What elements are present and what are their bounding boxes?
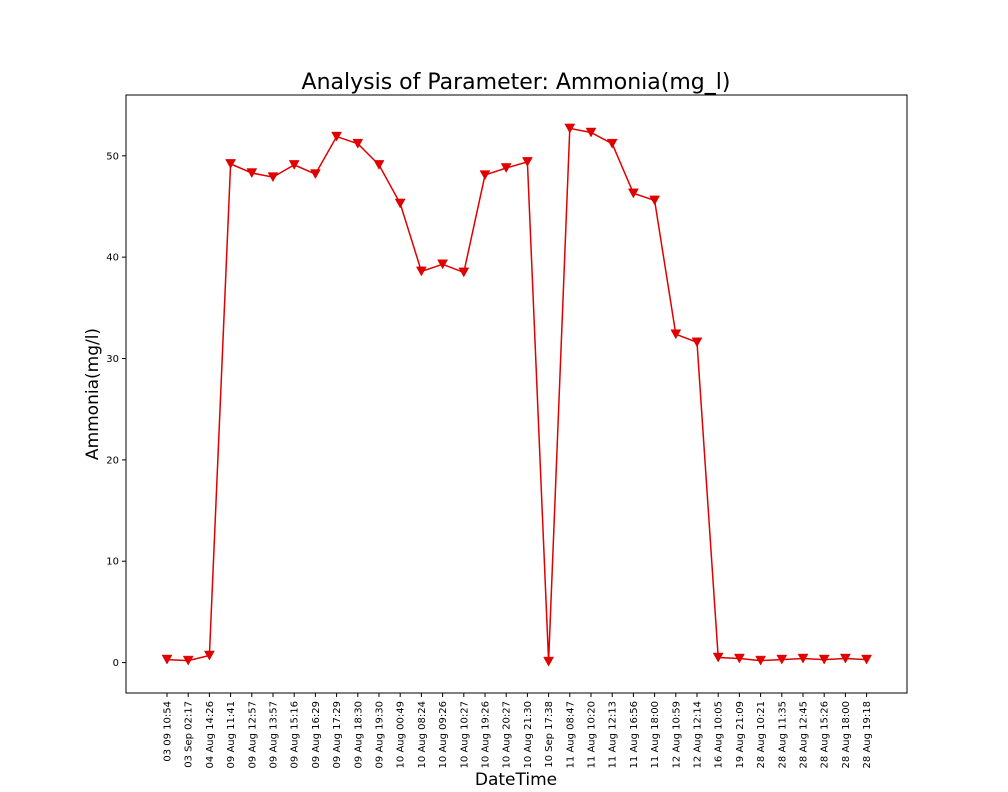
data-point-marker: [288, 160, 300, 170]
x-tick-label: 09 Aug 12:57: [247, 701, 258, 768]
data-point-marker: [182, 655, 194, 666]
data-point-marker: [521, 157, 533, 167]
x-tick-label: 09 Aug 18:30: [353, 701, 364, 768]
x-tick-label: 28 Aug 15:26: [820, 701, 831, 768]
data-point-marker: [861, 654, 873, 665]
x-tick-label: 03 09 10:54: [163, 701, 174, 762]
data-point-marker: [267, 172, 279, 183]
y-axis: 0 10 20 30 40 50: [106, 151, 126, 669]
data-point-marker: [543, 656, 555, 667]
data-point-marker: [458, 267, 470, 278]
x-tick-label: 10 Aug 19:26: [481, 701, 492, 768]
x-tick-label: 03 Sep 02:17: [184, 701, 195, 768]
data-point-marker: [797, 653, 809, 664]
data-point-marker: [415, 266, 427, 277]
data-point-marker: [203, 650, 215, 661]
data-point-marker: [733, 653, 745, 664]
data-point-marker: [500, 163, 512, 173]
data-point-marker: [225, 159, 237, 169]
data-point-marker: [818, 654, 830, 665]
y-tick-label: 30: [106, 354, 119, 365]
data-point-marker: [691, 337, 703, 348]
y-axis-label: Ammonia(mg/l): [83, 328, 103, 460]
x-tick-label: 11 Aug 12:13: [608, 701, 619, 768]
x-tick-label: 12 Aug 12:14: [693, 701, 704, 768]
data-point-marker: [839, 653, 851, 664]
x-tick-label: 11 Aug 08:47: [565, 701, 576, 768]
data-point-marker: [712, 652, 724, 663]
series-layer: [161, 123, 873, 667]
y-tick-label: 10: [106, 557, 119, 568]
x-tick-label: 11 Aug 18:00: [650, 701, 661, 768]
x-tick-label: 10 Aug 10:27: [459, 701, 470, 768]
series-line-0: [166, 127, 867, 662]
data-point-marker: [606, 138, 618, 149]
y-tick-label: 0: [113, 658, 119, 669]
x-axis: 03 09 10:54 03 Sep 02:17 04 Aug 14:26 09 Au…: [163, 693, 873, 768]
x-tick-label: 09 Aug 16:29: [311, 701, 322, 768]
x-tick-label: 10 Aug 09:26: [438, 701, 449, 768]
data-point-marker: [479, 170, 491, 181]
data-point-marker: [309, 169, 321, 180]
x-tick-label: 19 Aug 21:09: [735, 701, 746, 768]
x-tick-label: 28 Aug 10:21: [756, 701, 767, 768]
data-point-marker: [670, 329, 682, 340]
x-tick-label: 10 Aug 21:30: [523, 701, 534, 768]
x-tick-label: 12 Aug 10:59: [671, 701, 682, 768]
y-tick-label: 50: [106, 151, 119, 162]
x-tick-label: 28 Aug 12:45: [799, 701, 810, 768]
x-tick-label: 28 Aug 19:18: [862, 701, 873, 768]
data-point-marker: [627, 188, 639, 199]
x-tick-label: 09 Aug 17:29: [332, 701, 343, 768]
x-axis-label: DateTime: [475, 770, 557, 790]
x-tick-label: 11 Aug 10:20: [587, 701, 598, 768]
x-tick-label: 10 Aug 08:24: [417, 701, 428, 768]
x-tick-label: 16 Aug 10:05: [714, 701, 725, 768]
y-tick-label: 40: [106, 253, 119, 264]
x-tick-label: 04 Aug 14:26: [205, 701, 216, 768]
x-tick-label: 10 Sep 17:38: [544, 701, 555, 768]
data-point-marker: [394, 198, 406, 209]
data-point-marker: [437, 259, 449, 270]
y-tick-label: 20: [106, 455, 119, 466]
data-point-marker: [649, 195, 661, 206]
data-point-marker: [776, 654, 788, 665]
x-tick-label: 10 Aug 00:49: [396, 701, 407, 768]
data-point-marker: [585, 127, 597, 138]
data-point-marker: [161, 654, 173, 665]
data-point-marker: [246, 168, 258, 179]
data-point-marker: [373, 160, 385, 170]
data-point-marker: [352, 138, 364, 149]
x-tick-label: 09 Aug 15:16: [290, 701, 301, 768]
x-tick-label: 11 Aug 16:56: [629, 701, 640, 768]
plot-frame: [125, 94, 908, 694]
x-tick-label: 09 Aug 13:57: [269, 701, 280, 768]
x-tick-label: 28 Aug 18:00: [841, 701, 852, 768]
x-tick-label: 09 Aug 19:30: [375, 701, 386, 768]
x-tick-label: 10 Aug 20:27: [502, 701, 513, 768]
data-point-marker: [755, 655, 767, 666]
chart-title: Analysis of Parameter: Ammonia(mg_l): [302, 70, 731, 95]
data-point-marker: [564, 123, 576, 134]
x-tick-label: 28 Aug 11:35: [777, 701, 788, 768]
x-tick-label: 09 Aug 11:41: [226, 701, 237, 768]
data-point-marker: [331, 131, 343, 142]
